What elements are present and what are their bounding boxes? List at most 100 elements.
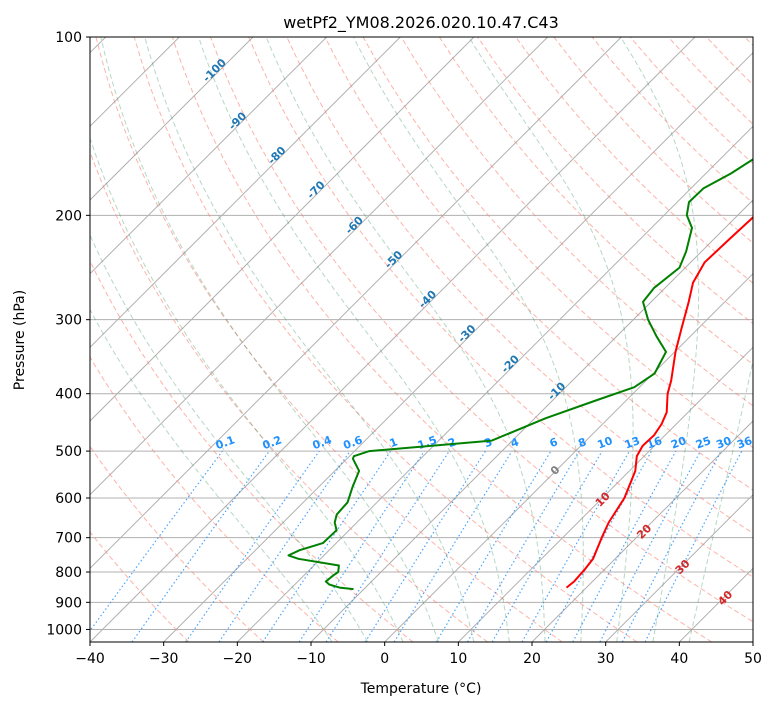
mixing-ratio-label: 16 xyxy=(645,434,664,452)
dry-adiabat xyxy=(210,37,753,623)
x-tick-label: −30 xyxy=(149,651,179,667)
x-axis-label: Temperature (°C) xyxy=(360,681,482,697)
isotherm-line xyxy=(236,125,753,642)
isotherm-label: -80 xyxy=(265,144,288,167)
mixing-ratio-label: 0.4 xyxy=(311,433,334,452)
moist-adiabat xyxy=(90,233,369,642)
mixing-ratio-label: 6 xyxy=(548,435,560,450)
mixing-ratio-label: 3 xyxy=(482,435,494,450)
mixing-ratio-lines xyxy=(90,450,743,642)
dry-adiabat xyxy=(90,150,488,642)
mixing-ratio-line xyxy=(521,450,631,642)
dry-adiabat xyxy=(90,259,414,642)
isotherm-lines xyxy=(90,37,753,642)
moist-adiabat xyxy=(144,37,475,642)
moist-adiabat xyxy=(100,37,439,642)
mixing-ratio-label: 13 xyxy=(623,434,642,451)
isotherm-label: 40 xyxy=(715,588,735,608)
moist-adiabat-lines xyxy=(90,37,753,642)
x-tick-label: 30 xyxy=(597,651,615,667)
dry-adiabat xyxy=(90,445,264,642)
mixing-ratio-label: 0.2 xyxy=(261,433,284,452)
isotherm-line xyxy=(90,37,696,642)
mixing-ratio-label: 20 xyxy=(669,434,688,452)
y-tick-label: 800 xyxy=(55,565,82,581)
isotherm-label: -30 xyxy=(455,322,478,345)
mixing-ratio-label: 0.6 xyxy=(342,433,365,452)
dry-adiabat xyxy=(706,37,753,86)
mixing-ratio-label: 8 xyxy=(576,435,588,450)
x-axis-ticks: −40 −30 −20 −10 0 10 20 30 40 50 xyxy=(75,642,762,667)
reference-line-labels: -100-90-80-70-60-50-40-30-20-10010203040… xyxy=(200,56,754,608)
mixing-ratio-line xyxy=(435,450,552,642)
dry-adiabat xyxy=(400,37,753,407)
isotherm-line xyxy=(384,272,753,642)
y-tick-label: 900 xyxy=(55,595,82,611)
moist-adiabat xyxy=(198,37,510,642)
x-tick-label: −40 xyxy=(75,651,105,667)
isotherm-label: -50 xyxy=(382,248,405,271)
mixing-ratio-label: 30 xyxy=(714,434,733,452)
moist-adiabat xyxy=(620,37,700,642)
dry-adiabat xyxy=(90,356,339,642)
y-tick-label: 300 xyxy=(55,313,82,329)
isotherm-line xyxy=(457,346,753,642)
isotherm-line xyxy=(531,420,753,642)
y-tick-label: 700 xyxy=(55,531,82,547)
moist-adiabat xyxy=(688,358,753,642)
mixing-ratio-line xyxy=(393,450,513,642)
y-tick-label: 100 xyxy=(55,30,82,46)
x-tick-label: 20 xyxy=(523,651,541,667)
dry-adiabat xyxy=(515,37,753,284)
moist-adiabat xyxy=(90,136,404,642)
mixing-ratio-line xyxy=(90,450,223,632)
moist-adiabat xyxy=(265,37,546,642)
pressure-grid xyxy=(90,37,753,630)
mixing-ratio-label: 0.1 xyxy=(214,433,237,452)
mixing-ratio-line xyxy=(298,450,425,642)
mixing-ratio-line xyxy=(131,450,270,642)
isotherm-label: -90 xyxy=(226,109,249,132)
mixing-ratio-label: 36 xyxy=(735,434,754,452)
mixing-ratio-line xyxy=(218,450,351,642)
x-tick-label: 10 xyxy=(449,651,467,667)
mixing-ratio-label: 25 xyxy=(694,434,713,451)
isotherm-label: -20 xyxy=(499,352,522,375)
dry-adiabat xyxy=(95,37,563,642)
isotherm-label: 0 xyxy=(548,463,563,478)
isotherm-line xyxy=(90,37,328,275)
moist-adiabat xyxy=(353,37,584,642)
x-tick-label: −20 xyxy=(223,651,253,667)
chart-title: wetPf2_YM08.2026.020.10.47.C43 xyxy=(283,13,559,33)
dry-adiabat xyxy=(324,37,753,491)
x-tick-label: −10 xyxy=(296,651,326,667)
isotherm-line xyxy=(163,51,753,642)
isotherm-line xyxy=(752,641,753,642)
dry-adiabat xyxy=(744,37,753,47)
mixing-ratio-label: 4 xyxy=(509,435,521,450)
mixing-ratio-line xyxy=(185,450,320,642)
isotherm-label: 20 xyxy=(634,521,654,541)
isotherm-line xyxy=(678,567,753,642)
temperature-profile-line xyxy=(565,216,753,589)
mixing-ratio-label: 1.5 xyxy=(416,433,439,452)
y-tick-label: 1000 xyxy=(46,622,82,638)
plot-area: -100-90-80-70-60-50-40-30-20-10010203040… xyxy=(90,37,754,642)
isotherm-line xyxy=(90,37,622,570)
dry-adiabat xyxy=(90,531,190,642)
mixing-ratio-line xyxy=(644,450,743,642)
y-tick-label: 400 xyxy=(55,387,82,403)
moist-adiabat xyxy=(90,308,333,642)
isotherm-label: -70 xyxy=(304,178,327,201)
x-tick-label: 40 xyxy=(670,651,688,667)
y-tick-label: 500 xyxy=(55,444,82,460)
isotherm-line xyxy=(90,37,549,496)
y-axis-label: Pressure (hPa) xyxy=(12,290,28,390)
dewpoint-profile-line xyxy=(287,158,753,591)
isotherm-label: 30 xyxy=(673,557,693,577)
dry-adiabat xyxy=(362,37,753,449)
isotherm-line xyxy=(90,37,401,349)
mixing-ratio-label: 10 xyxy=(596,434,615,452)
mixing-ratio-line xyxy=(262,450,392,642)
y-tick-label: 200 xyxy=(55,208,82,224)
